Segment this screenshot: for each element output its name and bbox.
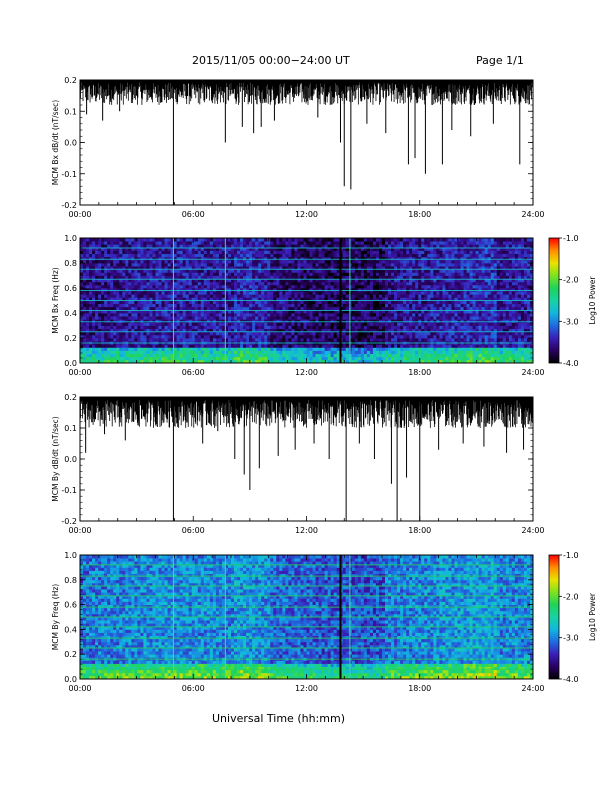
bx-ddt-ytick: -0.1 (61, 170, 77, 179)
by-freq-colorbar-tick: -4.0 (563, 675, 579, 684)
bx-freq-colorbar: -1.0 -2.0 -3.0 -4.0 Log10 Power (548, 234, 597, 368)
by-ddt-panel: 00:00 06:00 12:00 18:00 24:00 -0.2 -0.1 0.0 0.1 0… (51, 393, 545, 535)
by-ddt-xtick: 18:00 (408, 526, 431, 535)
page-title: 2015/11/05 00:00−24:00 UT (192, 54, 350, 67)
by-freq-colorbar: -1.0 -2.0 -3.0 -4.0 Log10 Power (548, 551, 597, 684)
bx-freq-ytick: 1.0 (64, 234, 77, 243)
by-freq-colorbar-tick: -1.0 (563, 551, 579, 560)
by-freq-ytick: 0.6 (64, 601, 77, 610)
bx-ddt-xtick: 06:00 (182, 210, 205, 219)
by-ddt-ytick: 0.1 (64, 424, 77, 433)
bx-freq-xtick: 00:00 (68, 368, 91, 377)
bx-ddt-xtick: 18:00 (408, 210, 431, 219)
by-ddt-xtick: 06:00 (182, 526, 205, 535)
bx-freq-ytick: 0.6 (64, 284, 77, 293)
bx-freq-colorbar-tick: -2.0 (563, 276, 579, 285)
bx-ddt-xtick: 12:00 (295, 210, 318, 219)
page-number: Page 1/1 (476, 54, 524, 67)
by-freq-ytick: 0.2 (64, 650, 77, 659)
bx-freq-ytick: 0.2 (64, 334, 77, 343)
by-freq-xtick: 12:00 (295, 684, 318, 693)
x-axis-label: Universal Time (hh:mm) (212, 712, 345, 725)
by-ddt-ytick: -0.1 (61, 486, 77, 495)
by-ddt-ylabel: MCM By dB/dt (nT/sec) (51, 416, 60, 501)
by-ddt-ytick: -0.2 (61, 517, 77, 526)
bx-ddt-ytick: 0.1 (64, 107, 77, 116)
bx-freq-xtick: 12:00 (295, 368, 318, 377)
by-freq-panel: 00:00 06:00 12:00 18:00 24:00 0.0 0.2 0.4 0.6 0.8… (51, 551, 597, 693)
bx-freq-panel: 00:00 06:00 12:00 18:00 24:00 0.0 0.2 0.4 0.6 0.8… (51, 234, 597, 377)
bx-freq-xtick: 18:00 (408, 368, 431, 377)
by-freq-ytick: 0.8 (64, 576, 77, 585)
by-freq-colorbar-tick: -2.0 (563, 592, 579, 601)
bx-ddt-panel: 00:00 06:00 12:00 18:00 24:00 -0.2 -0.1 0.0 0.1 0… (51, 76, 545, 219)
by-freq-colorbar-tick: -3.0 (563, 634, 579, 643)
by-freq-xtick: 18:00 (408, 684, 431, 693)
bx-freq-ytick: 0.8 (64, 259, 77, 268)
bx-ddt-ylabel: MCM Bx dB/dt (nT/sec) (51, 100, 60, 185)
bx-freq-xtick: 24:00 (521, 368, 544, 377)
by-ddt-ytick: 0.0 (64, 455, 77, 464)
by-freq-colorbar-label: Log10 Power (588, 592, 597, 641)
bx-ddt-xtick: 00:00 (68, 210, 91, 219)
bx-ddt-xtick: 24:00 (521, 210, 544, 219)
bx-freq-ylabel: MCM Bx Freq (Hz) (51, 267, 60, 333)
by-freq-ytick: 1.0 (64, 551, 77, 560)
bx-ddt-ytick: 0.2 (64, 76, 77, 85)
bx-freq-cells (80, 238, 534, 364)
by-freq-cells (80, 555, 534, 680)
bx-freq-colorbar-tick: -4.0 (563, 359, 579, 368)
bx-ddt-ytick: 0.0 (64, 139, 77, 148)
bx-freq-ytick: 0.4 (64, 309, 77, 318)
by-freq-xtick: 00:00 (68, 684, 91, 693)
bx-freq-ytick: 0.0 (64, 359, 77, 368)
by-ddt-xtick: 24:00 (521, 526, 544, 535)
bx-freq-colorbar-tick: -3.0 (563, 317, 579, 326)
by-freq-ytick: 0.4 (64, 625, 77, 634)
by-ddt-ytick: 0.2 (64, 393, 77, 402)
by-freq-ytick: 0.0 (64, 675, 77, 684)
bx-freq-colorbar-tick: -1.0 (563, 234, 579, 243)
by-ddt-xtick: 00:00 (68, 526, 91, 535)
bx-freq-xtick: 06:00 (182, 368, 205, 377)
by-ddt-xtick: 12:00 (295, 526, 318, 535)
by-freq-xtick: 24:00 (521, 684, 544, 693)
bx-freq-colorbar-label: Log10 Power (588, 276, 597, 325)
bx-ddt-ytick: -0.2 (61, 201, 77, 210)
by-freq-ylabel: MCM By Freq (Hz) (51, 584, 60, 650)
by-freq-xtick: 06:00 (182, 684, 205, 693)
